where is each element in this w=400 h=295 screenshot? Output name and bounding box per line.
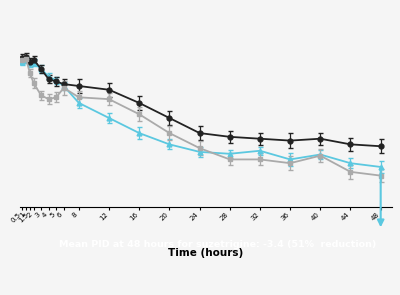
X-axis label: Time (hours): Time (hours) [168, 248, 244, 258]
Text: Mean PID at 48 hours for suzetrigine: -3.4 (51%  reduction): Mean PID at 48 hours for suzetrigine: -3… [59, 240, 377, 249]
